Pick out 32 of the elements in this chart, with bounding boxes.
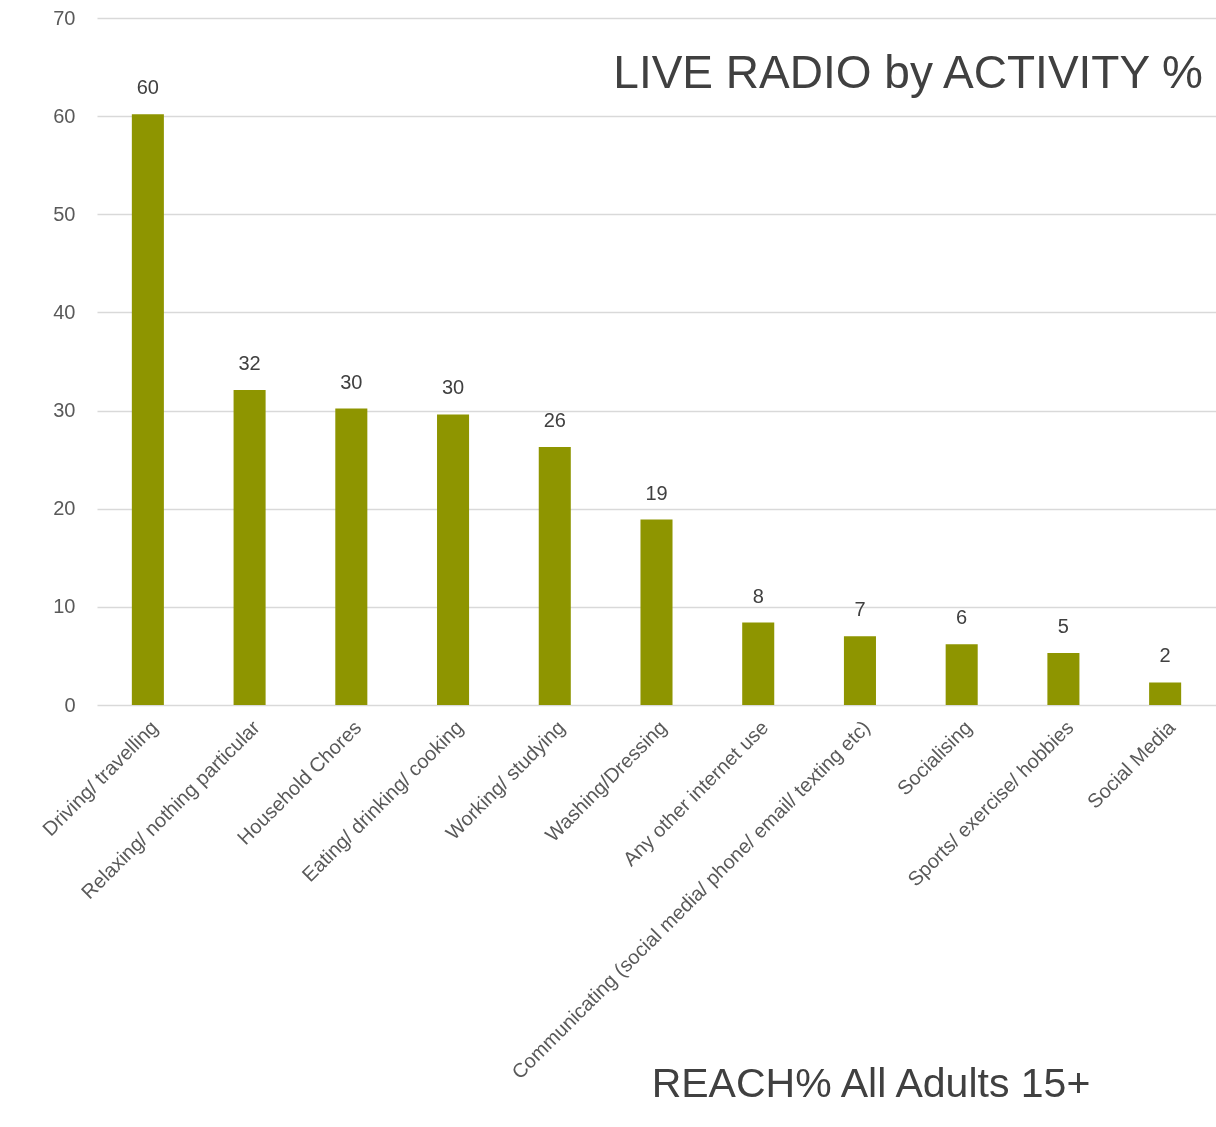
data-label: 30: [441, 376, 465, 399]
y-tick-label: 10: [53, 595, 76, 618]
bar: [131, 114, 164, 705]
text: REACH% All Adults 15+: [651, 1060, 1091, 1106]
bar: [945, 644, 978, 705]
data-label: 60: [136, 76, 159, 99]
data-label: 32: [238, 351, 261, 374]
bar: [437, 414, 470, 705]
y-tick-label: 0: [64, 693, 76, 716]
data-label: 30: [340, 370, 363, 393]
data-label: 5: [1057, 614, 1069, 637]
data-label: 26: [543, 408, 566, 431]
data-label: 2: [1159, 644, 1171, 667]
data-label: 7: [854, 598, 866, 621]
data-label: 8: [752, 584, 764, 607]
bar: [742, 622, 775, 705]
bar: [1047, 652, 1080, 705]
bar: [640, 519, 673, 705]
text: LIVE RADIO by ACTIVITY %: [613, 46, 1203, 98]
data-label: 6: [956, 606, 968, 629]
y-tick-label: 50: [53, 202, 76, 225]
y-tick-label: 20: [53, 497, 76, 520]
y-tick-label: 40: [53, 300, 76, 323]
y-tick-label: 60: [53, 104, 76, 127]
bar: [843, 636, 876, 705]
bar: [233, 389, 266, 705]
bar: [538, 446, 571, 705]
bar: [335, 408, 368, 705]
bar: [1149, 682, 1182, 705]
y-tick-label: 30: [53, 399, 76, 422]
y-tick-label: 70: [53, 6, 76, 29]
data-label: 19: [645, 481, 668, 504]
